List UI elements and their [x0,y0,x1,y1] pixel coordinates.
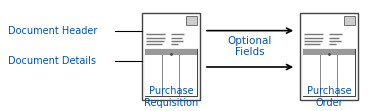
Bar [303,49,355,55]
Bar [145,55,162,96]
Bar [145,49,197,55]
Bar [163,55,179,96]
Text: Optional
Fields: Optional Fields [228,36,272,57]
Bar [180,55,197,96]
Bar [145,49,197,96]
Bar [344,16,355,25]
Text: Purchase
Requisition: Purchase Requisition [144,86,198,108]
Text: Document Details: Document Details [8,56,96,66]
Bar [300,13,358,100]
Text: Purchase
Order: Purchase Order [307,86,351,108]
Bar [321,55,337,96]
Text: Document Header: Document Header [8,26,97,36]
Bar [338,55,355,96]
Bar [320,55,321,96]
Bar [162,55,163,96]
Bar [179,55,180,96]
Bar [303,55,320,96]
Bar [337,55,338,96]
Bar [186,16,197,25]
Bar [142,13,200,100]
Bar [303,49,355,96]
